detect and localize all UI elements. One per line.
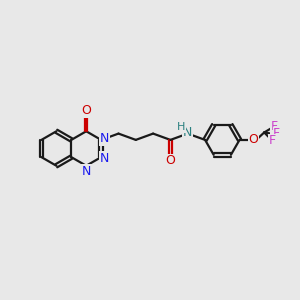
Text: O: O	[248, 134, 258, 146]
Text: H: H	[177, 122, 185, 132]
Text: F: F	[273, 128, 280, 140]
Text: N: N	[100, 152, 110, 165]
Text: F: F	[271, 120, 278, 133]
Text: N: N	[100, 132, 110, 145]
Text: N: N	[82, 165, 91, 178]
Text: N: N	[183, 126, 192, 139]
Text: O: O	[81, 104, 91, 117]
Text: F: F	[269, 134, 276, 147]
Text: O: O	[166, 154, 176, 167]
